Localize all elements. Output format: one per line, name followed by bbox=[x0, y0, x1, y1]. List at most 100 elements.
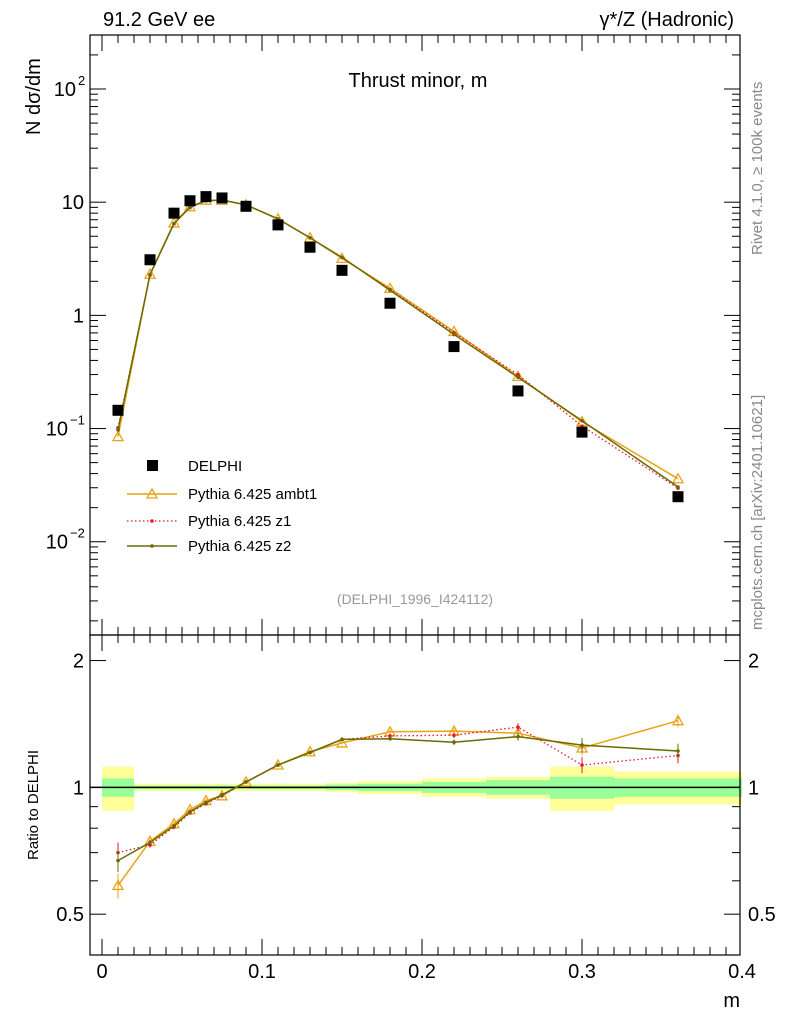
series-point bbox=[676, 485, 680, 489]
ratio-series-point bbox=[172, 824, 176, 828]
series-point bbox=[116, 428, 120, 432]
x-axis: 0 0.1 0.2 0.3 0.4 bbox=[96, 635, 756, 983]
ratio-series-point bbox=[580, 763, 584, 767]
ratio-y-axis: 0.5 0.5 1 1 2 2 bbox=[56, 651, 776, 956]
ratio-y-tick-label-right: 0.5 bbox=[748, 904, 776, 926]
y-tick-exponent: 2 bbox=[78, 73, 85, 88]
y-tick-label: 10 bbox=[46, 419, 68, 441]
data-point bbox=[216, 192, 228, 204]
ratio-series-point bbox=[340, 737, 344, 742]
main-title: Thrust minor, m bbox=[349, 70, 488, 92]
legend-label-z1: Pythia 6.425 z1 bbox=[188, 513, 291, 530]
ratio-series-point bbox=[111, 879, 125, 891]
series-point bbox=[308, 236, 312, 240]
data-point bbox=[512, 385, 524, 397]
ratio-series-point bbox=[188, 810, 192, 814]
data-point bbox=[240, 200, 252, 212]
ratio-series-point bbox=[516, 725, 520, 729]
ratio-series-point bbox=[388, 736, 392, 741]
y-tick-label: 10 bbox=[46, 532, 68, 554]
x-tick-label: 0.2 bbox=[408, 961, 436, 983]
series-line bbox=[117, 199, 679, 480]
ratio-series-point bbox=[308, 750, 312, 755]
x-tick-label: 0.3 bbox=[568, 961, 596, 983]
legend-entry-ambt1: Pythia 6.425 ambt1 bbox=[127, 486, 317, 503]
ratio-series-point bbox=[204, 800, 208, 805]
series-point bbox=[172, 221, 176, 226]
legend-entry-z1: Pythia 6.425 z1 bbox=[127, 513, 291, 530]
series-point bbox=[388, 288, 392, 292]
header-right: γ*/Z (Hadronic) bbox=[600, 9, 734, 31]
x-tick-label: 0.1 bbox=[248, 961, 276, 983]
ratio-series-point bbox=[220, 793, 224, 797]
ratio-y-tick-label: 1 bbox=[73, 777, 84, 799]
data-point bbox=[168, 207, 180, 219]
data-point bbox=[576, 426, 588, 438]
ratio-series-point bbox=[276, 763, 280, 767]
series-point bbox=[335, 252, 349, 264]
legend: DELPHI Pythia 6.425 ambt1 Pythia 6.425 z… bbox=[127, 458, 317, 555]
data-point bbox=[200, 191, 212, 203]
legend-label-delphi: DELPHI bbox=[188, 458, 242, 475]
main-x-ticks bbox=[101, 35, 727, 635]
y-tick-exponent: −1 bbox=[70, 413, 85, 428]
series-point bbox=[516, 372, 520, 377]
data-point bbox=[184, 195, 196, 207]
series-point bbox=[148, 272, 152, 277]
y-tick-exponent: −2 bbox=[70, 526, 85, 541]
legend-entry-z2: Pythia 6.425 z2 bbox=[127, 538, 291, 555]
analysis-reference: (DELPHI_1996_I424112) bbox=[337, 591, 493, 607]
ratio-y-tick-label: 0.5 bbox=[56, 904, 84, 926]
data-point bbox=[448, 341, 460, 353]
series-point bbox=[188, 205, 192, 210]
ratio-series-point bbox=[676, 749, 680, 753]
series-point bbox=[167, 216, 181, 228]
ratio-series-point bbox=[388, 734, 392, 738]
ratio-frame bbox=[89, 634, 741, 956]
y-tick-label: 10 bbox=[54, 79, 76, 101]
ratio-series-point bbox=[148, 840, 152, 845]
side-text-bottom: mcplots.cern.ch [arXiv:2401.10621] bbox=[749, 395, 766, 630]
legend-marker-delphi bbox=[147, 460, 158, 471]
series-line bbox=[117, 199, 679, 489]
ratio-series-point bbox=[335, 736, 349, 748]
ratio-series-point bbox=[580, 743, 584, 747]
ratio-series-point bbox=[452, 733, 456, 738]
series-point bbox=[111, 430, 125, 442]
data-point bbox=[304, 241, 316, 253]
main-plot-area bbox=[111, 191, 685, 503]
x-axis-label: m bbox=[723, 990, 740, 1012]
legend-marker-z2 bbox=[150, 544, 154, 548]
ratio-panel: 0.5 0.5 1 1 2 2 0 0.1 0.2 0.3 0.4 bbox=[56, 634, 776, 983]
series-point bbox=[340, 255, 344, 260]
ratio-series-point bbox=[671, 714, 685, 726]
data-point bbox=[384, 297, 396, 309]
y-tick-label: 10 bbox=[62, 192, 84, 214]
ratio-series-point bbox=[116, 858, 120, 863]
legend-marker-z1 bbox=[150, 519, 154, 523]
legend-label-ambt1: Pythia 6.425 ambt1 bbox=[188, 486, 317, 503]
ratio-plot-area bbox=[90, 714, 742, 899]
data-point bbox=[336, 264, 348, 276]
data-point bbox=[144, 254, 156, 266]
header-left: 91.2 GeV ee bbox=[103, 9, 215, 31]
legend-label-z2: Pythia 6.425 z2 bbox=[188, 538, 291, 555]
y-axis-label: N dσ/dm bbox=[23, 58, 45, 135]
series-point bbox=[452, 332, 456, 337]
series-point bbox=[580, 418, 584, 423]
ratio-y-tick-label-right: 1 bbox=[748, 777, 759, 799]
series-line bbox=[117, 199, 679, 488]
data-point bbox=[672, 491, 684, 503]
legend-entry-delphi: DELPHI bbox=[147, 458, 242, 475]
ratio-series-point bbox=[516, 734, 520, 739]
data-point bbox=[112, 404, 124, 416]
series-point bbox=[516, 375, 520, 380]
data-point bbox=[272, 219, 284, 231]
ratio-y-tick-label-right: 2 bbox=[748, 651, 759, 673]
side-text-top: Rivet 4.1.0, ≥ 100k events bbox=[749, 82, 766, 255]
series-point bbox=[671, 472, 685, 484]
ratio-series-point bbox=[244, 780, 248, 784]
legend-marker-ambt1 bbox=[145, 487, 159, 499]
